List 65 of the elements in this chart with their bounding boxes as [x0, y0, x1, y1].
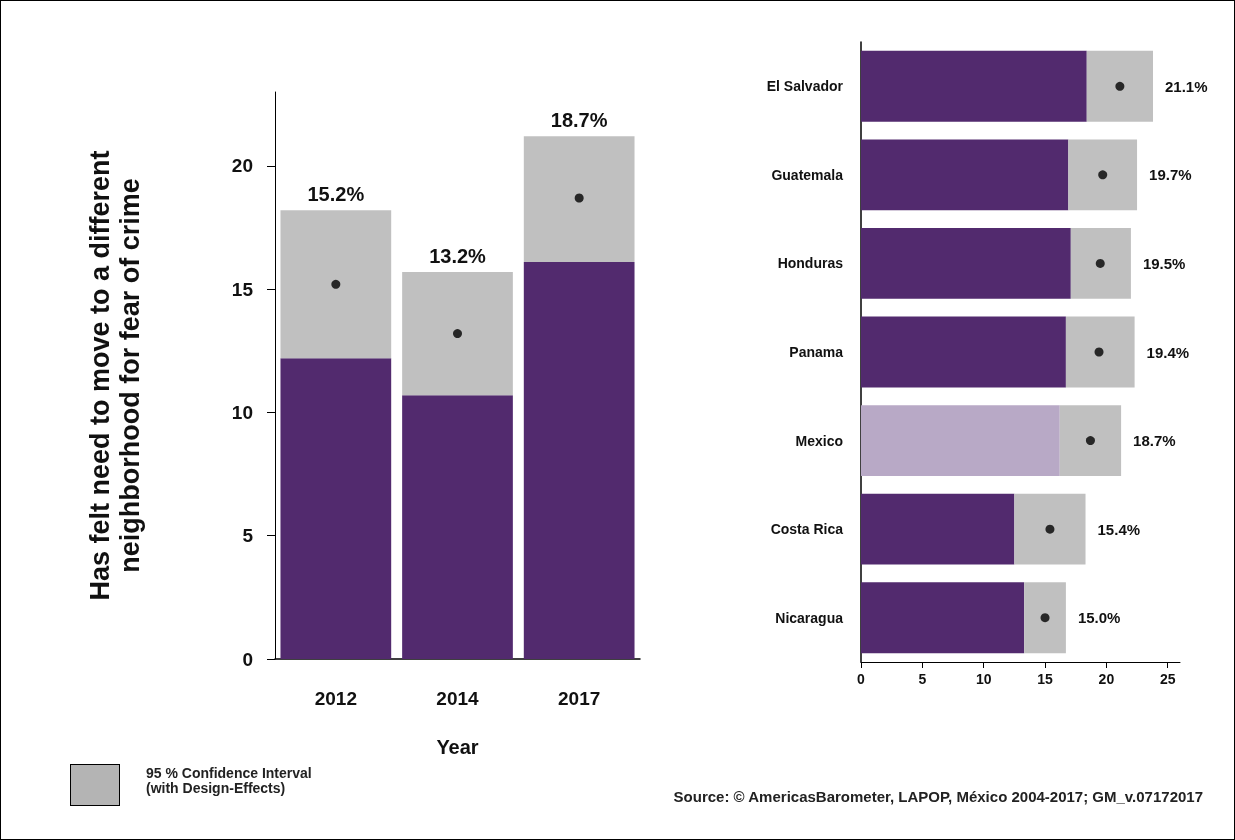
x-tick-label: 15 — [1037, 671, 1054, 687]
annotation: 19.5% — [1142, 254, 1186, 272]
bar — [280, 358, 392, 659]
x-tick-label: 2012 — [314, 688, 357, 709]
bar — [861, 493, 1015, 565]
bar — [402, 271, 513, 396]
bar — [402, 395, 513, 659]
y-axis-title: Has felt need to move to a different neighborhood for fear of crime — [85, 150, 145, 601]
x-tick-label: 0 — [857, 671, 866, 687]
bar — [861, 316, 1066, 388]
bar — [1065, 316, 1135, 388]
point — [1040, 613, 1050, 623]
y-tick-label: 0 — [242, 648, 253, 670]
point — [1098, 170, 1108, 180]
annotation: 18.7% — [550, 109, 608, 132]
bar — [861, 139, 1069, 211]
point — [331, 279, 341, 289]
bar — [523, 262, 635, 659]
x-tick-label: 2017 — [558, 688, 601, 709]
annotation: 15.4% — [1097, 520, 1141, 538]
x-tick-label: 2014 — [436, 688, 480, 709]
annotation: 13.2% — [429, 244, 487, 267]
bar — [1070, 228, 1131, 299]
text: 95 % Confidence Interval (with Design-Effects) — [146, 765, 312, 796]
point — [1115, 81, 1125, 91]
y-tick-label: Mexico — [795, 432, 843, 449]
bar — [861, 405, 1060, 476]
point — [1045, 524, 1055, 534]
x-axis-title: Year — [436, 736, 479, 758]
bar — [861, 50, 1087, 122]
annotation: 21.1% — [1165, 77, 1208, 95]
bar — [1014, 493, 1086, 565]
bar — [1059, 405, 1122, 476]
point — [1085, 436, 1095, 446]
bar — [523, 136, 635, 263]
y-tick-label: 10 — [231, 401, 253, 423]
point — [574, 193, 584, 203]
y-tick-label: Nicaragua — [775, 609, 844, 626]
bar — [1068, 139, 1138, 211]
point — [1095, 258, 1105, 268]
source-note: Source: © AmericasBarometer, LAPOP, México 2004-2017; GM_v.07172017 — [673, 788, 1203, 805]
x-tick-label: 10 — [975, 671, 992, 687]
x-tick-label: 20 — [1098, 671, 1115, 687]
y-tick-label: 15 — [231, 278, 254, 300]
bar — [1024, 582, 1066, 654]
bar — [861, 228, 1071, 299]
y-tick-label: Guatemala — [771, 166, 844, 183]
y-tick-label: Costa Rica — [770, 521, 844, 538]
x-tick-label: 5 — [918, 671, 927, 687]
y-tick-label: 20 — [231, 155, 253, 177]
annotation: 15.0% — [1077, 609, 1121, 627]
annotation: 15.2% — [307, 183, 365, 206]
annotation: 19.7% — [1149, 166, 1192, 184]
bar — [861, 582, 1025, 654]
y-tick-label: El Salvador — [766, 78, 844, 95]
y-tick-label: 5 — [242, 525, 254, 547]
annotation: 19.4% — [1146, 343, 1190, 361]
x-tick-label: 25 — [1159, 671, 1176, 687]
y-tick-label: Panama — [789, 344, 844, 360]
point — [1094, 347, 1104, 357]
y-tick-label: Honduras — [777, 255, 844, 272]
point — [453, 329, 462, 339]
bar — [280, 210, 392, 359]
bar — [1086, 50, 1154, 122]
annotation: 18.7% — [1133, 432, 1176, 450]
